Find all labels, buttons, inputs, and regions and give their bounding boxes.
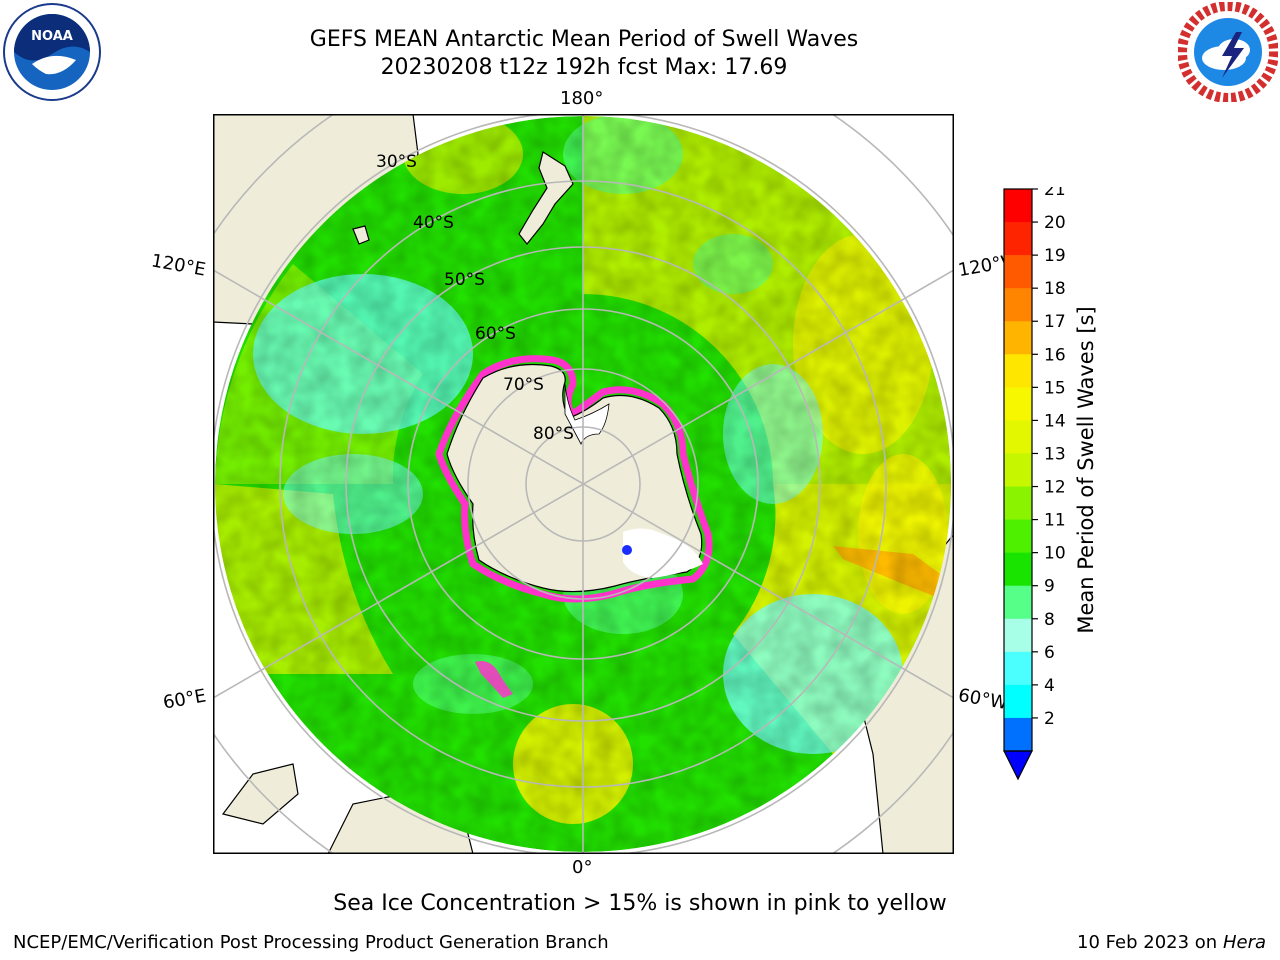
colorbar-tick-label: 10 bbox=[1044, 544, 1066, 564]
lon-label-180: 180° bbox=[560, 88, 604, 109]
colorbar-segment bbox=[1004, 288, 1032, 322]
tasmania-land bbox=[352, 225, 370, 245]
colorbar-segment bbox=[1004, 321, 1032, 355]
lon-label-0: 0° bbox=[572, 857, 593, 878]
lon-label-60e: 60°E bbox=[161, 685, 208, 714]
colorbar-extend-triangle bbox=[1003, 750, 1033, 781]
polar-map bbox=[213, 114, 954, 854]
colorbar-segment bbox=[1004, 453, 1032, 488]
new-zealand-land bbox=[518, 151, 574, 245]
lat-label-60s: 60°S bbox=[475, 324, 516, 344]
sea-ice-edge bbox=[435, 355, 713, 603]
credit-host: Hera bbox=[1222, 932, 1266, 953]
colorbar-segment bbox=[1004, 354, 1032, 388]
map-subtitle: 20230208 t12z 192h fcst Max: 17.69 bbox=[380, 55, 788, 80]
lat-label-30s: 30°S bbox=[376, 152, 417, 172]
colorbar-segment bbox=[1004, 420, 1032, 454]
meridian-60e-120w bbox=[213, 269, 954, 699]
colorbar-tick-label: 16 bbox=[1044, 345, 1066, 365]
colorbar-segment bbox=[1004, 519, 1032, 554]
colorbar-tick-label: 6 bbox=[1044, 643, 1055, 663]
lat-label-40s: 40°S bbox=[413, 213, 454, 233]
colorbar-tick-label: 18 bbox=[1044, 279, 1066, 299]
colorbar-tick-label: 17 bbox=[1044, 312, 1066, 332]
colorbar-segment bbox=[1004, 255, 1032, 289]
colorbar-tick-label: 19 bbox=[1044, 246, 1066, 266]
noaa-logo-icon: NOAA bbox=[3, 3, 101, 101]
svg-text:NOAA: NOAA bbox=[31, 29, 73, 44]
madagascar-land bbox=[221, 763, 299, 825]
nws-logo-icon bbox=[1178, 2, 1278, 102]
colorbar-tick-label: 4 bbox=[1044, 676, 1055, 696]
colorbar-segment bbox=[1004, 387, 1032, 421]
colorbar-tick-label: 15 bbox=[1044, 378, 1066, 398]
lon-label-120e: 120°E bbox=[149, 250, 208, 281]
colorbar-segment bbox=[1004, 717, 1032, 752]
colorbar-tick-label: 11 bbox=[1044, 511, 1066, 531]
colorbar-segment bbox=[1004, 222, 1032, 256]
colorbar-tick-label: 9 bbox=[1044, 577, 1055, 597]
colorbar-tick-label: 20 bbox=[1044, 213, 1066, 233]
colorbar-frame bbox=[1003, 188, 1033, 752]
colorbar: 21 20 19 18 17 16 15 14 13 12 11 10 9 8 6 4 2 bbox=[1003, 187, 1066, 781]
map-title: GEFS MEAN Antarctic Mean Period of Swell… bbox=[309, 27, 859, 52]
colorbar-segment bbox=[1004, 684, 1032, 719]
credit-date: 10 Feb 2023 on Hera bbox=[1077, 932, 1266, 953]
colorbar-tick-label: 2 bbox=[1044, 709, 1055, 729]
lat-label-50s: 50°S bbox=[444, 270, 485, 290]
lat-label-80s: 80°S bbox=[533, 424, 574, 444]
map-border bbox=[213, 114, 954, 854]
colorbar-segment bbox=[1004, 552, 1032, 587]
colorbar-label: Mean Period of Swell Waves [s] bbox=[1074, 306, 1098, 634]
credit-date-text: 10 Feb 2023 on bbox=[1077, 932, 1218, 953]
graticule bbox=[213, 114, 954, 854]
colorbar-tick-label: 8 bbox=[1044, 610, 1055, 630]
colorbar-segment bbox=[1004, 618, 1032, 653]
colorbar-tick-label: 12 bbox=[1044, 478, 1066, 498]
credit-organization: NCEP/EMC/Verification Post Processing Pr… bbox=[13, 932, 609, 953]
colorbar-tick-label: 14 bbox=[1044, 411, 1066, 431]
colorbar-tick-label: 13 bbox=[1044, 444, 1066, 464]
lat-label-70s: 70°S bbox=[503, 375, 544, 395]
colorbar-tick-label: 21 bbox=[1044, 187, 1066, 200]
weddell-sea-ice bbox=[623, 528, 703, 578]
colorbar-segment bbox=[1004, 486, 1032, 521]
colorbar-segment bbox=[1004, 585, 1032, 620]
colorbar-segment bbox=[1004, 651, 1032, 686]
colorbar-segment bbox=[1004, 189, 1032, 223]
sea-ice-note: Sea Ice Concentration > 15% is shown in … bbox=[333, 891, 947, 916]
